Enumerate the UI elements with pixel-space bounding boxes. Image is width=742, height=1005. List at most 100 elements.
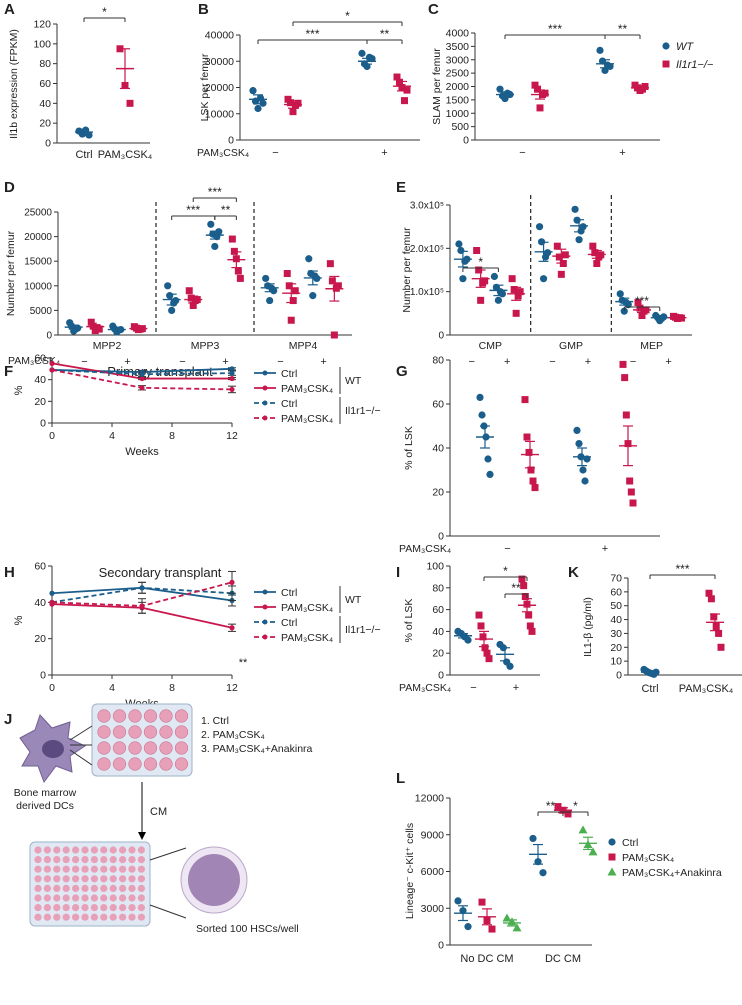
panel-letter: K bbox=[568, 564, 579, 581]
data-point bbox=[185, 287, 193, 295]
condition-step: 1. Ctrl bbox=[201, 715, 229, 727]
plate-well bbox=[62, 856, 70, 864]
legend-marker bbox=[262, 619, 268, 625]
plate-well bbox=[100, 846, 108, 854]
y-tick-label: 15000 bbox=[24, 257, 52, 268]
plate-well bbox=[72, 875, 80, 883]
plate-well bbox=[109, 846, 117, 854]
sig-label: *** bbox=[675, 562, 689, 576]
y-tick-label: 0 bbox=[46, 331, 52, 342]
y-tick-label: 0 bbox=[438, 670, 444, 682]
pam-minus: − bbox=[504, 543, 510, 555]
y-tick-label: 0 bbox=[40, 418, 46, 430]
plate-well bbox=[90, 884, 98, 893]
y-tick-label: 100 bbox=[426, 561, 444, 573]
data-point bbox=[717, 643, 725, 651]
plate-well bbox=[128, 757, 142, 771]
y-axis-title: % bbox=[13, 615, 25, 625]
data-point bbox=[539, 869, 547, 877]
sig-label: ** bbox=[221, 203, 231, 217]
plate-well bbox=[72, 846, 80, 854]
y-tick-label: 2500 bbox=[446, 68, 470, 80]
series-point bbox=[49, 599, 55, 605]
y-tick-label: 30 bbox=[610, 628, 622, 640]
data-point bbox=[629, 499, 637, 507]
data-point bbox=[616, 290, 624, 298]
cells-label: Bone marrow bbox=[14, 787, 77, 799]
plate-well bbox=[109, 884, 117, 893]
y-tick-label: 20000 bbox=[24, 232, 52, 243]
data-point bbox=[254, 104, 262, 113]
data-point bbox=[486, 470, 494, 478]
legend-label: Ctrl bbox=[281, 368, 297, 380]
data-point bbox=[481, 644, 489, 652]
y-tick-label: 2000 bbox=[446, 81, 470, 93]
cell-nucleus bbox=[42, 740, 64, 758]
y-tick-label: 80 bbox=[432, 355, 444, 367]
y-axis-title: Number per femur bbox=[401, 227, 413, 313]
x-tick-label: 8 bbox=[169, 682, 175, 694]
series-point bbox=[229, 579, 235, 585]
data-point bbox=[634, 299, 642, 306]
plate-well bbox=[119, 913, 127, 921]
plate-well bbox=[174, 725, 189, 739]
plate-well bbox=[43, 913, 52, 921]
pointer-line bbox=[69, 725, 93, 741]
group-label: No DC CM bbox=[460, 953, 513, 965]
data-point bbox=[619, 360, 627, 368]
data-point bbox=[622, 411, 630, 419]
x-tick-label: 12 bbox=[226, 430, 238, 442]
legend-group-ko: Il1r1−/− bbox=[345, 405, 381, 417]
y-axis-title: % of LSK bbox=[403, 426, 415, 470]
y-tick-label: 30000 bbox=[205, 56, 234, 68]
pam-plus: + bbox=[504, 356, 510, 368]
plate-well bbox=[119, 875, 127, 883]
pam-plus: + bbox=[222, 356, 228, 368]
plate-well bbox=[34, 875, 42, 883]
y-axis-title: % bbox=[13, 385, 25, 395]
y-tick-label: 60 bbox=[39, 78, 51, 90]
plate-well bbox=[53, 913, 61, 921]
data-point bbox=[514, 292, 522, 300]
data-point bbox=[620, 307, 628, 315]
data-point bbox=[573, 426, 581, 434]
data-point bbox=[534, 85, 541, 93]
sig-label: ** bbox=[380, 27, 390, 41]
plate-well bbox=[143, 725, 158, 739]
sig-label: ** bbox=[546, 799, 556, 813]
data-point bbox=[266, 296, 274, 305]
y-tick-label: 1500 bbox=[446, 94, 470, 106]
data-point bbox=[478, 411, 486, 419]
plate-well bbox=[109, 894, 117, 902]
legend-marker bbox=[262, 589, 268, 595]
plate-well bbox=[109, 856, 117, 864]
plate-well bbox=[90, 865, 98, 873]
plate-well bbox=[112, 709, 127, 723]
y-tick-label: 3000 bbox=[446, 54, 470, 66]
data-point bbox=[579, 223, 587, 231]
panel-letter: F bbox=[4, 363, 13, 380]
pam-minus: − bbox=[179, 356, 185, 368]
data-point bbox=[326, 260, 334, 268]
y-tick-label: 50 bbox=[610, 600, 622, 612]
data-point bbox=[494, 296, 502, 304]
plate-well bbox=[43, 884, 52, 893]
x-tick-label: PAM₃CSK₄ bbox=[679, 683, 734, 695]
group-label: GMP bbox=[559, 340, 583, 352]
plate-well bbox=[34, 856, 42, 864]
group-label: MPP2 bbox=[93, 340, 122, 352]
plate-well bbox=[43, 875, 52, 883]
data-point bbox=[575, 440, 583, 448]
legend-group-wt: WT bbox=[345, 594, 362, 606]
plate-well bbox=[53, 856, 61, 864]
y-axis-title: SLAM per femur bbox=[431, 48, 443, 125]
data-point bbox=[526, 622, 534, 630]
well-plate-96 bbox=[29, 841, 151, 927]
series-point bbox=[229, 370, 235, 376]
data-point bbox=[189, 301, 197, 309]
data-point bbox=[641, 83, 649, 90]
data-point bbox=[523, 433, 531, 441]
pam-label: PAM₃CSK₄ bbox=[399, 682, 451, 694]
y-tick-label: 3.0x10⁵ bbox=[410, 201, 444, 212]
plate-well bbox=[72, 856, 80, 864]
